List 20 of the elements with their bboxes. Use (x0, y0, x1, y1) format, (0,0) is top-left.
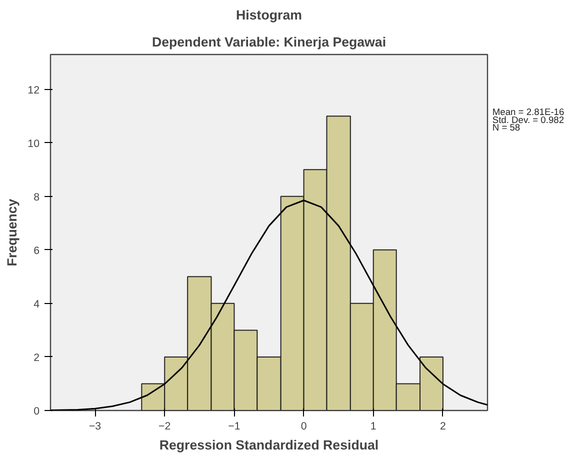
text: Mean = 2.81E-16 (492, 107, 564, 118)
y-tick-label: 8 (34, 191, 40, 204)
y-tick-label: 2 (34, 352, 40, 364)
y-tick-label: 0 (34, 406, 40, 418)
text: N = 58 (492, 122, 520, 133)
x-tick-label: −3 (88, 420, 102, 432)
text: Std. Dev. = 0.982 (492, 114, 564, 125)
x-tick-label: −1 (228, 420, 240, 432)
y-tick-label: 4 (34, 298, 40, 310)
x-tick-label: 2 (440, 420, 446, 432)
x-tick-label: −2 (158, 420, 171, 432)
y-tick-label: 10 (28, 138, 40, 150)
y-tick-label: 6 (34, 244, 40, 257)
chart-subtitle: Dependent Variable: Kinerja Pegawai (152, 34, 386, 50)
y-axis-title: Frequency (4, 198, 20, 266)
x-axis-title: Regression Standardized Residual (159, 438, 379, 452)
x-tick-label: 1 (370, 420, 376, 432)
chart-title: Histogram (236, 8, 302, 22)
y-tick-label: 12 (28, 84, 40, 96)
x-tick-label: 0 (300, 420, 307, 432)
